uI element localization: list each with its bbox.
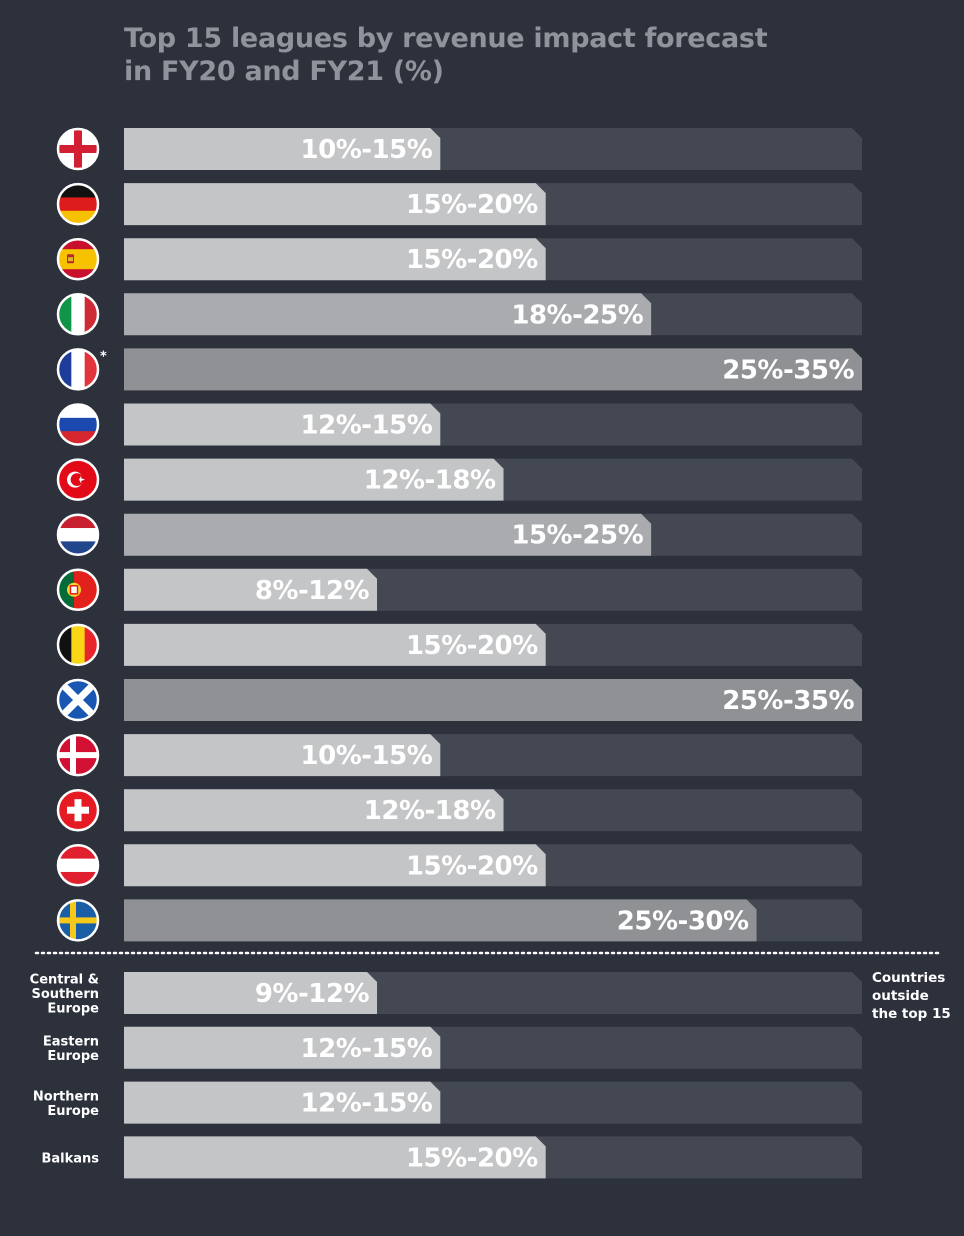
bar-value-label: 15%-20%: [406, 631, 538, 661]
bar-value-label: 12%-15%: [301, 1034, 433, 1064]
turkey-flag: [56, 458, 100, 501]
league-row-portugal: 8%-12%: [56, 568, 862, 612]
bar-value-label: 12%-15%: [301, 1089, 433, 1119]
outside-top-15-note: the top 15: [872, 1006, 951, 1022]
bar: [124, 789, 504, 832]
region-name-line: Balkans: [41, 1151, 99, 1166]
bar-value-label: 12%-18%: [364, 466, 496, 496]
league-row-italy: 18%-25%: [56, 293, 862, 336]
bar: [124, 899, 757, 942]
outside-top-15-note: outside: [872, 988, 929, 1004]
league-row-spain: 15%-20%: [56, 237, 862, 281]
bar: [124, 679, 862, 721]
bar-value-label: 18%-25%: [511, 300, 643, 330]
league-row-denmark: 10%-15%: [56, 733, 862, 777]
bar-value-label: 25%-30%: [617, 906, 749, 936]
scotland-flag: [56, 678, 100, 722]
portugal-flag: [56, 568, 100, 612]
russia-flag: [56, 403, 100, 446]
league-row-germany: 15%-20%: [56, 182, 862, 226]
bar: [124, 348, 862, 391]
chart-title-line-1: Top 15 leagues by revenue impact forecas…: [124, 23, 768, 54]
region-name-line: Europe: [47, 1104, 99, 1119]
bar: [124, 1026, 441, 1069]
bar-value-label: 10%-15%: [301, 741, 433, 771]
region-name-line: Northern: [33, 1089, 99, 1104]
bar: [124, 568, 378, 611]
bar-value-label: 15%-20%: [406, 190, 538, 220]
bar-value-label: 15%-20%: [406, 1143, 538, 1173]
region-name-line: Central &: [30, 973, 99, 988]
netherlands-flag: [56, 513, 100, 556]
league-row-sweden: 25%-30%: [56, 899, 862, 942]
spain-flag: [56, 237, 100, 281]
switzerland-flag: [56, 788, 100, 832]
bar: [124, 844, 546, 887]
denmark-flag: [56, 733, 100, 777]
bar-value-label: 15%-20%: [406, 851, 538, 881]
league-row-england: 10%-15%: [56, 127, 862, 171]
bar: [124, 1136, 546, 1179]
region-name-line: Eastern: [43, 1035, 99, 1050]
bar: [124, 183, 546, 226]
bar-value-label: 9%-12%: [255, 979, 370, 1009]
bar: [124, 238, 546, 281]
bar-value-label: 10%-15%: [301, 135, 433, 165]
bar-value-label: 15%-20%: [406, 245, 538, 275]
bar-value-label: 12%-15%: [301, 411, 433, 441]
bar-value-label: 15%-25%: [511, 521, 643, 551]
region-name-line: Southern: [31, 987, 99, 1002]
league-row-austria: 15%-20%: [56, 844, 862, 887]
chart-title-line-2: in FY20 and FY21 (%): [124, 56, 444, 87]
bar-value-label: 12%-18%: [364, 796, 496, 826]
bar: [124, 513, 652, 556]
bar: [124, 972, 378, 1014]
league-row-scotland: 25%-35%: [56, 678, 862, 722]
outside-top-15-note: Countries: [872, 970, 945, 986]
bar: [124, 1081, 441, 1124]
bar: [124, 293, 652, 336]
bar-value-label: 8%-12%: [255, 576, 370, 606]
italy-flag: [56, 293, 100, 336]
austria-flag: [56, 844, 100, 887]
bar: [124, 403, 441, 446]
chart-title: Top 15 leagues by revenue impact forecas…: [124, 22, 824, 88]
belgium-flag: [56, 623, 100, 667]
region-name-line: Europe: [47, 1002, 99, 1017]
bar: [124, 128, 441, 170]
footnote-asterisk: *: [100, 349, 107, 364]
bar: [124, 458, 504, 501]
bar-value-label: 25%-35%: [722, 355, 854, 385]
england-flag: [56, 127, 100, 171]
league-row-switzerland: 12%-18%: [56, 788, 862, 832]
league-row-belgium: 15%-20%: [56, 623, 862, 667]
sweden-flag: [56, 899, 100, 942]
france-flag: [56, 348, 100, 391]
bar: [124, 734, 441, 777]
bar: [124, 623, 546, 666]
league-row-france: 25%-35% *: [56, 348, 862, 391]
league-row-russia: 12%-15%: [56, 403, 862, 446]
germany-flag: [56, 182, 100, 226]
league-row-turkey: 12%-18%: [56, 458, 862, 501]
league-row-netherlands: 15%-25%: [56, 513, 862, 556]
region-name-line: Europe: [47, 1049, 99, 1064]
region-row: 15%-20% Balkans: [41, 1136, 862, 1179]
bar-value-label: 25%-35%: [722, 686, 854, 716]
